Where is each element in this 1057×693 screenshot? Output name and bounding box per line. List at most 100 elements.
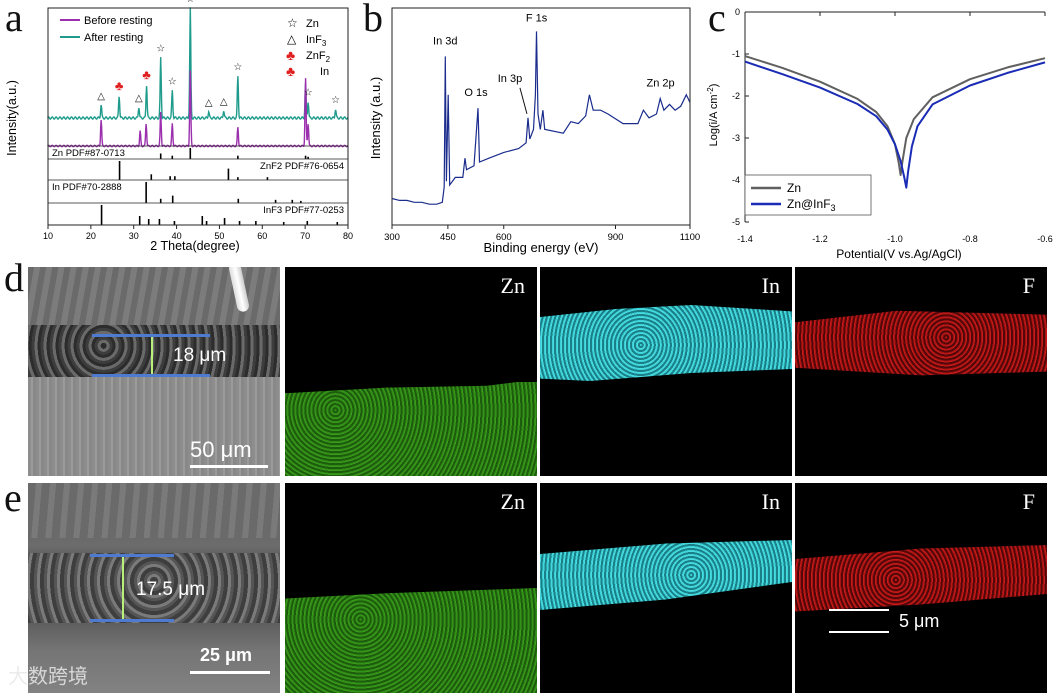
tafel-y-tick-label: -1 [732,49,740,59]
xrd-x-tick-label: 80 [343,231,353,241]
tafel-zninf3-line [744,60,1046,189]
tafel-y-tick-label: -2 [732,91,740,101]
tafel-y-tick-label: 0 [735,7,740,17]
xrd-peak-marker-znf2: ♣ [115,78,124,93]
xrd-x-tick-label: 30 [129,231,139,241]
edx-label-f-d: F [1022,273,1035,298]
xrd-before-resting-line [47,70,349,148]
xrd-x-tick-label: 70 [300,231,310,241]
thickness-arrow-d [151,337,153,374]
panel-label-e: e [4,475,22,520]
tafel-y-tick-label: -5 [732,217,740,227]
xrd-peak-marker-inf3: △ [135,93,143,104]
edx-f-region-e [795,545,1047,612]
tafel-legend-zn-label: Zn [787,181,801,195]
xrd-peak-marker-in: ♣ [142,67,151,82]
xrd-peak-marker-zn: ☆ [186,0,195,5]
xrd-peak-marker-inf3: △ [220,96,228,107]
xps-peak-annotation: In 3p [498,73,522,85]
scale-bar-label-e: 25 μm [200,645,253,665]
xrd-reference-label: In PDF#70-2888 [52,182,122,193]
edx-map-in-d: In [540,267,792,476]
xps-peak-annotation: F 1s [526,12,548,24]
xps-frame [391,7,691,226]
edx-label-zn-d: Zn [500,273,525,298]
xrd-after-resting-line [47,7,349,121]
xrd-x-tick-label: 50 [214,231,224,241]
tafel-plot-area: 0 -1 -2 -3 -4 -5 -1.4 -1.2 -1.0 -0.8 -0.6 [732,7,1053,244]
legend-before-label: Before resting [84,15,152,27]
marker-legend-in-label: In [320,66,329,78]
panel-label-c: c [708,0,726,40]
sem-substrate-d [28,377,280,476]
xrd-x-tick-label: 60 [257,231,267,241]
scale-bar-f-top [829,609,889,611]
edx-map-zn-d: Zn [285,267,537,476]
xrd-reference-label: InF3 PDF#77-0253 [263,205,344,216]
thickness-line-top-d [92,334,210,337]
edx-f-region-d [795,310,1047,376]
edx-zn-region-d [285,382,537,476]
xps-spectrum-line [391,31,691,205]
edx-zn-region-e [285,588,537,693]
marker-legend-zn-symbol: ☆ [287,16,298,30]
scale-bar-e [190,671,270,674]
edx-label-in-e: In [761,489,780,514]
edx-label-f-e: F [1022,489,1035,514]
thickness-line-bottom-d [92,374,210,377]
legend-after-label: After resting [84,32,143,44]
edx-map-zn-e: Zn [285,483,537,693]
sem-coating-layer-d [28,325,280,377]
xps-y-label: Intensity (a.u.) [368,77,383,159]
xps-x-label: Binding energy (eV) [484,240,599,255]
xrd-peak-marker-zn: ☆ [156,44,165,55]
tafel-x-tick-label: -1.4 [737,234,753,244]
xps-x-tick-label: 450 [440,232,456,243]
xrd-peak-marker-zn: ☆ [168,77,177,88]
scale-bar-label-d: 50 μm [190,437,252,462]
edx-label-in-d: In [761,273,780,298]
xrd-reference-label: ZnF2 PDF#76-0654 [260,161,344,172]
edx-map-in-e: In [540,483,792,693]
xrd-frame [47,7,349,226]
edx-in-region-e [540,540,792,610]
marker-legend-znf2-symbol: ♣ [286,47,295,63]
tafel-x-tick-label: -1.2 [812,234,828,244]
xps-x-tick-label: 300 [384,232,400,243]
xrd-peak-marker-inf3: △ [97,91,105,102]
xps-annotation-arrow [519,87,528,114]
xrd-x-tick-label: 40 [172,231,182,241]
sem-coating-layer-e [28,553,280,623]
xps-peak-annotation: O 1s [464,87,488,99]
tafel-chart: 0 -1 -2 -3 -4 -5 -1.4 -1.2 -1.0 -0.8 -0.6 Potentia… [706,7,1053,261]
marker-legend-inf3-symbol: △ [287,32,297,46]
xrd-reference-label: Zn PDF#87-0713 [52,148,125,159]
thickness-line-bottom-e [90,619,174,622]
panel-label-b: b [363,0,383,40]
watermark-text: 大数跨境 [8,664,88,688]
edx-map-f-d: F [795,267,1047,476]
xrd-peak-marker-zn: ☆ [233,62,242,73]
xrd-peak-marker-inf3: △ [205,97,213,108]
edx-map-f-e: F 5 μm [795,483,1047,693]
edx-label-zn-e: Zn [500,489,525,514]
tafel-x-tick-label: -1.0 [887,234,903,244]
thickness-line-top-e [90,554,174,557]
xrd-peak-marker-zn: ☆ [331,95,340,106]
sem-cross-section-d: 18 μm 50 μm [28,267,280,476]
tafel-legend-box [744,174,872,216]
xrd-x-label: 2 Theta(degree) [150,239,239,253]
scale-bar-label-f: 5 μm [899,611,940,631]
marker-legend-zn-label: Zn [306,18,319,30]
tafel-y-tick-label: -3 [732,133,740,143]
tafel-y-label: Log(i/A cm-2) [706,84,720,147]
tafel-x-tick-label: -0.6 [1037,234,1053,244]
scale-bar-d [190,465,268,468]
xps-x-tick-label: 600 [496,232,512,243]
thickness-label-e: 17.5 μm [136,579,206,600]
tafel-legend-zninf3-label: Zn@InF3 [787,197,836,213]
xps-peak-annotation: In 3d [433,35,457,47]
xrd-x-tick-label: 10 [43,231,53,241]
